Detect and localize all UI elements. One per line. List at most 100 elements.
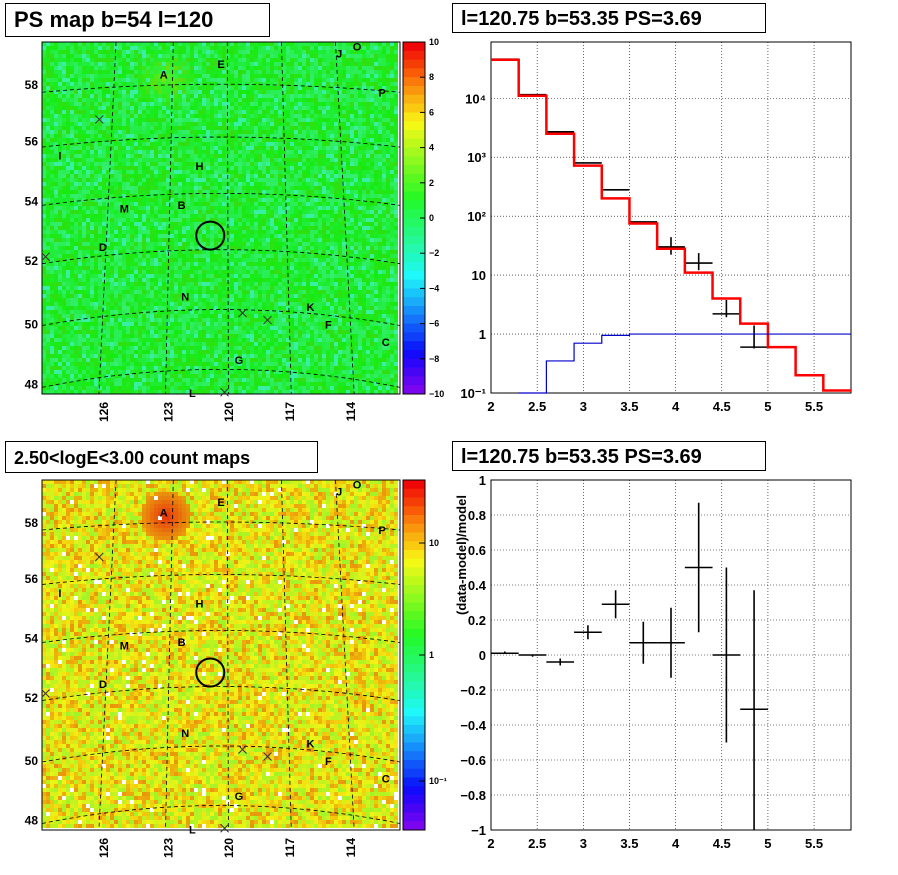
map-pixel [286,210,290,214]
map-pixel [394,98,398,102]
map-pixel [354,254,358,258]
map-pixel [222,110,226,114]
map-pixel [266,202,270,206]
map-pixel [294,198,298,202]
map-pixel [210,234,214,238]
map-pixel [238,146,242,150]
map-pixel [262,146,266,150]
map-pixel [70,50,74,54]
map-pixel [194,54,198,58]
map-pixel [330,182,334,186]
map-pixel [258,50,262,54]
map-pixel [314,106,318,110]
map-pixel [218,206,222,210]
map-pixel [330,50,334,54]
map-pixel [126,218,130,222]
map-pixel [134,126,138,130]
map-pixel [114,86,118,90]
map-pixel [234,98,238,102]
map-pixel [146,206,150,210]
map-pixel [198,54,202,58]
map-pixel [222,186,226,190]
map-pixel [210,250,214,254]
map-pixel [322,90,326,94]
map-pixel [234,262,238,266]
map-pixel [270,122,274,126]
map-pixel [150,90,154,94]
map-pixel [182,170,186,174]
map-pixel [102,150,106,154]
map-pixel [102,98,106,102]
map-pixel [102,50,106,54]
map-pixel [54,102,58,106]
map-pixel [326,130,330,134]
map-pixel [278,198,282,202]
map-pixel [354,226,358,230]
map-pixel [342,222,346,226]
map-pixel [358,42,362,46]
map-pixel [378,250,382,254]
map-pixel [138,238,142,242]
map-pixel [242,202,246,206]
map-pixel [70,218,74,222]
map-pixel [290,162,294,166]
map-pixel [314,70,318,74]
map-pixel [186,138,190,142]
map-pixel [262,262,266,266]
map-pixel [394,190,398,194]
map-pixel [230,50,234,54]
map-pixel [134,226,138,230]
map-pixel [322,118,326,122]
map-pixel [154,202,158,206]
map-pixel [82,218,86,222]
map-pixel [214,122,218,126]
map-pixel [146,158,150,162]
map-pixel [226,42,230,46]
map-pixel [170,258,174,262]
map-pixel [358,150,362,154]
map-pixel [334,126,338,130]
map-pixel [186,258,190,262]
map-pixel [74,158,78,162]
map-pixel [342,126,346,130]
map-pixel [218,262,222,266]
map-pixel [78,86,82,90]
map-pixel [158,214,162,218]
map-pixel [150,106,154,110]
map-pixel [222,198,226,202]
map-pixel [310,254,314,258]
map-pixel [82,222,86,226]
map-pixel [242,90,246,94]
map-pixel [198,58,202,62]
map-pixel [390,86,394,90]
map-pixel [54,58,58,62]
map-pixel [74,82,78,86]
map-pixel [66,98,70,102]
map-pixel [278,126,282,130]
map-pixel [218,202,222,206]
map-pixel [338,70,342,74]
map-pixel [190,118,194,122]
map-pixel [126,50,130,54]
map-pixel [46,238,50,242]
map-pixel [314,102,318,106]
map-pixel [342,50,346,54]
map-pixel [326,150,330,154]
map-pixel [190,262,194,266]
map-pixel [210,54,214,58]
map-pixel [190,54,194,58]
map-pixel [74,130,78,134]
map-pixel [198,186,202,190]
map-pixel [66,230,70,234]
map-pixel [218,242,222,246]
map-pixel [102,82,106,86]
map-pixel [66,266,70,270]
map-pixel [394,178,398,182]
map-pixel [302,134,306,138]
map-pixel [150,122,154,126]
map-pixel [206,98,210,102]
map-pixel [214,82,218,86]
map-pixel [162,214,166,218]
map-pixel [202,126,206,130]
map-pixel [62,166,66,170]
